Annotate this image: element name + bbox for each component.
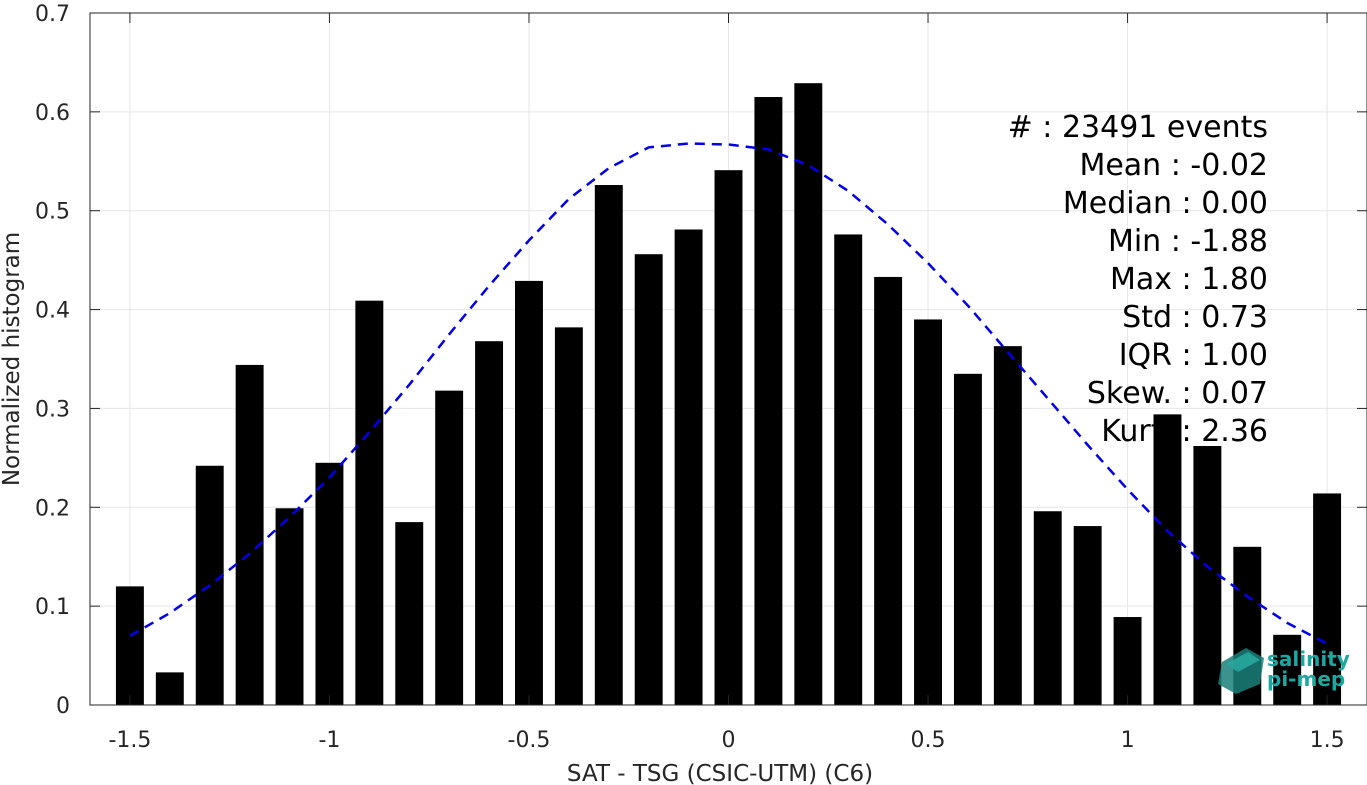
histogram-bar <box>1313 493 1342 705</box>
y-tick-label: 0.3 <box>35 397 70 422</box>
x-tick-label: 1.5 <box>1310 728 1345 753</box>
y-axis-title: Normalized histogram <box>0 232 25 486</box>
histogram-bar <box>1073 526 1102 705</box>
stat-line: Mean : -0.02 <box>1079 148 1268 183</box>
histogram-bar <box>275 508 304 705</box>
histogram-bar <box>395 522 424 705</box>
histogram-bar <box>115 586 144 705</box>
stat-line: Max : 1.80 <box>1110 262 1268 297</box>
x-tick-label: 0.5 <box>911 728 946 753</box>
stat-line: Min : -1.88 <box>1108 224 1268 259</box>
histogram-bar <box>993 346 1022 705</box>
histogram-bar <box>953 373 982 705</box>
y-tick-label: 0.7 <box>35 2 70 27</box>
histogram-bar <box>834 234 863 705</box>
fit-curve-layer <box>129 142 1328 645</box>
histogram-bar <box>1193 445 1222 705</box>
y-tick-label: 0.2 <box>35 496 70 521</box>
y-tick-label: 0 <box>56 694 70 719</box>
y-tick-label: 0.5 <box>35 200 70 225</box>
bars-layer <box>115 83 1342 706</box>
histogram-bar <box>475 341 504 705</box>
x-tick-label: -1.5 <box>108 728 151 753</box>
salinity-pimep-logo: salinity pi-mep <box>1218 647 1350 694</box>
x-axis-title: SAT - TSG (CSIC-UTM) (C6) <box>567 761 873 785</box>
ticks-layer: -1.5 -1 -0.5 0 0.5 1 1.5 0 0.1 0.2 0.3 0.4 0.5 0.6 0.7 <box>35 2 1367 753</box>
stat-line: # : 23491 events <box>1008 110 1268 145</box>
x-tick-label: 1 <box>1121 728 1135 753</box>
histogram-bar <box>155 672 184 705</box>
stat-line: Skew. : 0.07 <box>1087 376 1268 411</box>
histogram-bar <box>315 462 344 705</box>
x-tick-label: -1 <box>318 728 340 753</box>
stat-line: IQR : 1.00 <box>1119 338 1268 373</box>
histogram-bar <box>1153 414 1182 705</box>
histogram-bar <box>714 170 743 705</box>
histogram-bar <box>355 300 384 705</box>
histogram-bar <box>754 97 783 706</box>
histogram-bar <box>794 83 823 705</box>
histogram-bar <box>874 276 903 705</box>
histogram-bar <box>594 185 623 706</box>
x-tick-label: -0.5 <box>508 728 551 753</box>
logo-text-line2: pi-mep <box>1267 667 1345 691</box>
histogram-bar <box>435 390 464 705</box>
y-tick-label: 0.1 <box>35 595 70 620</box>
histogram-bar <box>674 229 703 706</box>
histogram-bar <box>554 327 583 705</box>
histogram-bar <box>1113 617 1142 705</box>
stat-line: Std : 0.73 <box>1122 300 1268 335</box>
histogram-bar <box>1033 511 1062 705</box>
logo-cube-face-icon <box>1226 652 1260 672</box>
y-tick-label: 0.4 <box>35 299 70 324</box>
x-tick-label: 0 <box>722 728 736 753</box>
stat-line: Kurt. : 2.36 <box>1101 414 1268 449</box>
normal-fit-curve <box>129 142 1328 645</box>
histogram-bar <box>235 364 264 705</box>
stat-line: Median : 0.00 <box>1063 186 1268 221</box>
histogram-bar <box>914 319 942 705</box>
histogram-bar <box>634 254 663 705</box>
y-tick-label: 0.6 <box>35 101 70 126</box>
histogram-bar <box>1273 634 1302 705</box>
logo-text-line1: salinity <box>1267 647 1350 671</box>
histogram-bar <box>515 280 543 705</box>
